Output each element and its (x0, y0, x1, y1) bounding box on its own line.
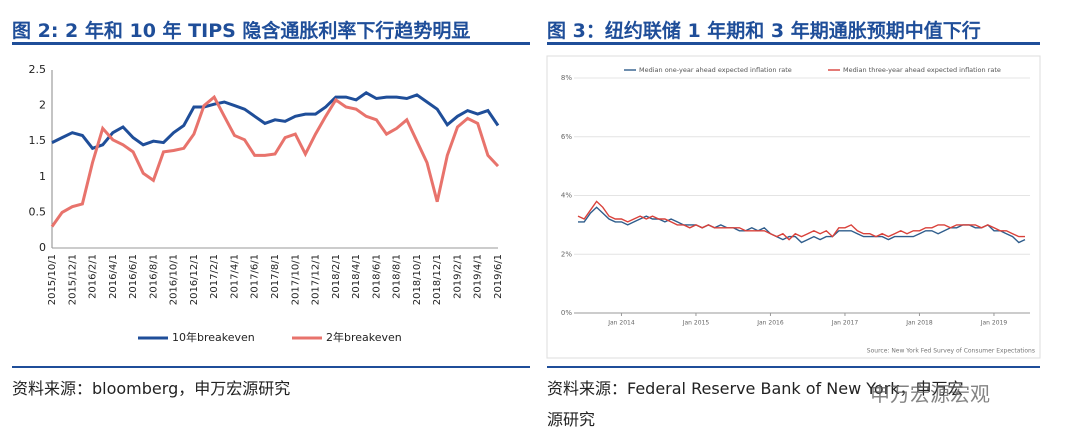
x-tick-label: 2017/10/1 (290, 254, 301, 305)
legend-label: Median three-year ahead expected inflati… (843, 66, 1001, 74)
x-tick-label: 2019/6/1 (493, 254, 504, 299)
x-tick-label: 2018/12/1 (432, 254, 443, 305)
y-tick-label: 1 (39, 170, 46, 183)
x-tick-label: 2017/6/1 (250, 254, 261, 299)
watermark: 申万宏源宏观 (870, 382, 990, 406)
x-tick-label: 2016/12/1 (189, 254, 200, 305)
y-tick-label: 2 (39, 99, 46, 112)
x-tick-label: 2018/8/1 (392, 254, 403, 299)
x-tick-label: 2015/12/1 (67, 254, 78, 305)
x-tick-label: Jan 2018 (905, 320, 933, 327)
x-tick-label: Jan 2016 (756, 320, 784, 327)
x-tick-label: 2017/4/1 (229, 254, 240, 299)
x-tick-label: 2016/10/1 (169, 254, 180, 305)
x-tick-label: Jan 2017 (831, 320, 859, 327)
chart-frame (546, 55, 1041, 359)
y-tick-label: 0 (39, 241, 46, 254)
y-tick-label: 0% (561, 309, 572, 317)
title-rule (12, 42, 530, 45)
legend-label: 2年breakeven (326, 330, 402, 344)
x-tick-label: 2019/4/1 (473, 254, 484, 299)
x-tick-label: 2015/10/1 (47, 254, 58, 305)
x-tick-label: 2017/8/1 (270, 254, 281, 299)
y-tick-label: 0.5 (29, 205, 47, 218)
x-tick-label: 2017/12/1 (311, 254, 322, 305)
legend-label: 10年breakeven (172, 330, 255, 344)
x-tick-label: 2018/6/1 (371, 254, 382, 299)
source-rule (12, 366, 530, 368)
x-tick-label: 2019/2/1 (452, 254, 463, 299)
figure-title: 图 2: 2 年和 10 年 TIPS 隐含通胀利率下行趋势明显 (12, 20, 471, 42)
y-tick-label: 8% (561, 74, 572, 82)
y-tick-label: 2.5 (29, 63, 47, 76)
chart-source: Source: New York Fed Survey of Consumer … (867, 348, 1035, 355)
x-tick-label: 2016/8/1 (148, 254, 159, 299)
x-tick-label: 2016/2/1 (88, 254, 99, 299)
x-tick-label: Jan 2019 (980, 320, 1008, 327)
x-tick-label: Jan 2014 (607, 320, 635, 327)
line-series (577, 200, 1025, 241)
figure-source: 资料来源：bloomberg，申万宏源研究 (12, 379, 291, 398)
x-tick-label: 2018/4/1 (351, 254, 362, 299)
x-tick-label: 2018/2/1 (331, 254, 342, 299)
source-rule (547, 366, 1040, 368)
line-series (50, 94, 500, 228)
x-tick-label: 2017/2/1 (209, 254, 220, 299)
y-tick-label: 1.5 (29, 134, 47, 147)
title-rule (547, 42, 1040, 45)
figure-source: 资料来源：Federal Reserve Bank of New York，申万… (547, 379, 964, 429)
x-tick-label: 2018/10/1 (412, 254, 423, 305)
x-tick-label: 2016/6/1 (128, 254, 139, 299)
x-tick-label: 2016/4/1 (108, 254, 119, 299)
y-tick-label: 2% (561, 250, 572, 258)
figure-title: 图 3：纽约联储 1 年期和 3 年期通胀预期中值下行 (547, 20, 981, 42)
x-tick-label: Jan 2015 (682, 320, 710, 327)
legend-label: Median one-year ahead expected inflation… (639, 66, 792, 74)
line-series (51, 91, 500, 151)
y-tick-label: 6% (561, 133, 572, 141)
y-tick-label: 4% (561, 192, 572, 200)
